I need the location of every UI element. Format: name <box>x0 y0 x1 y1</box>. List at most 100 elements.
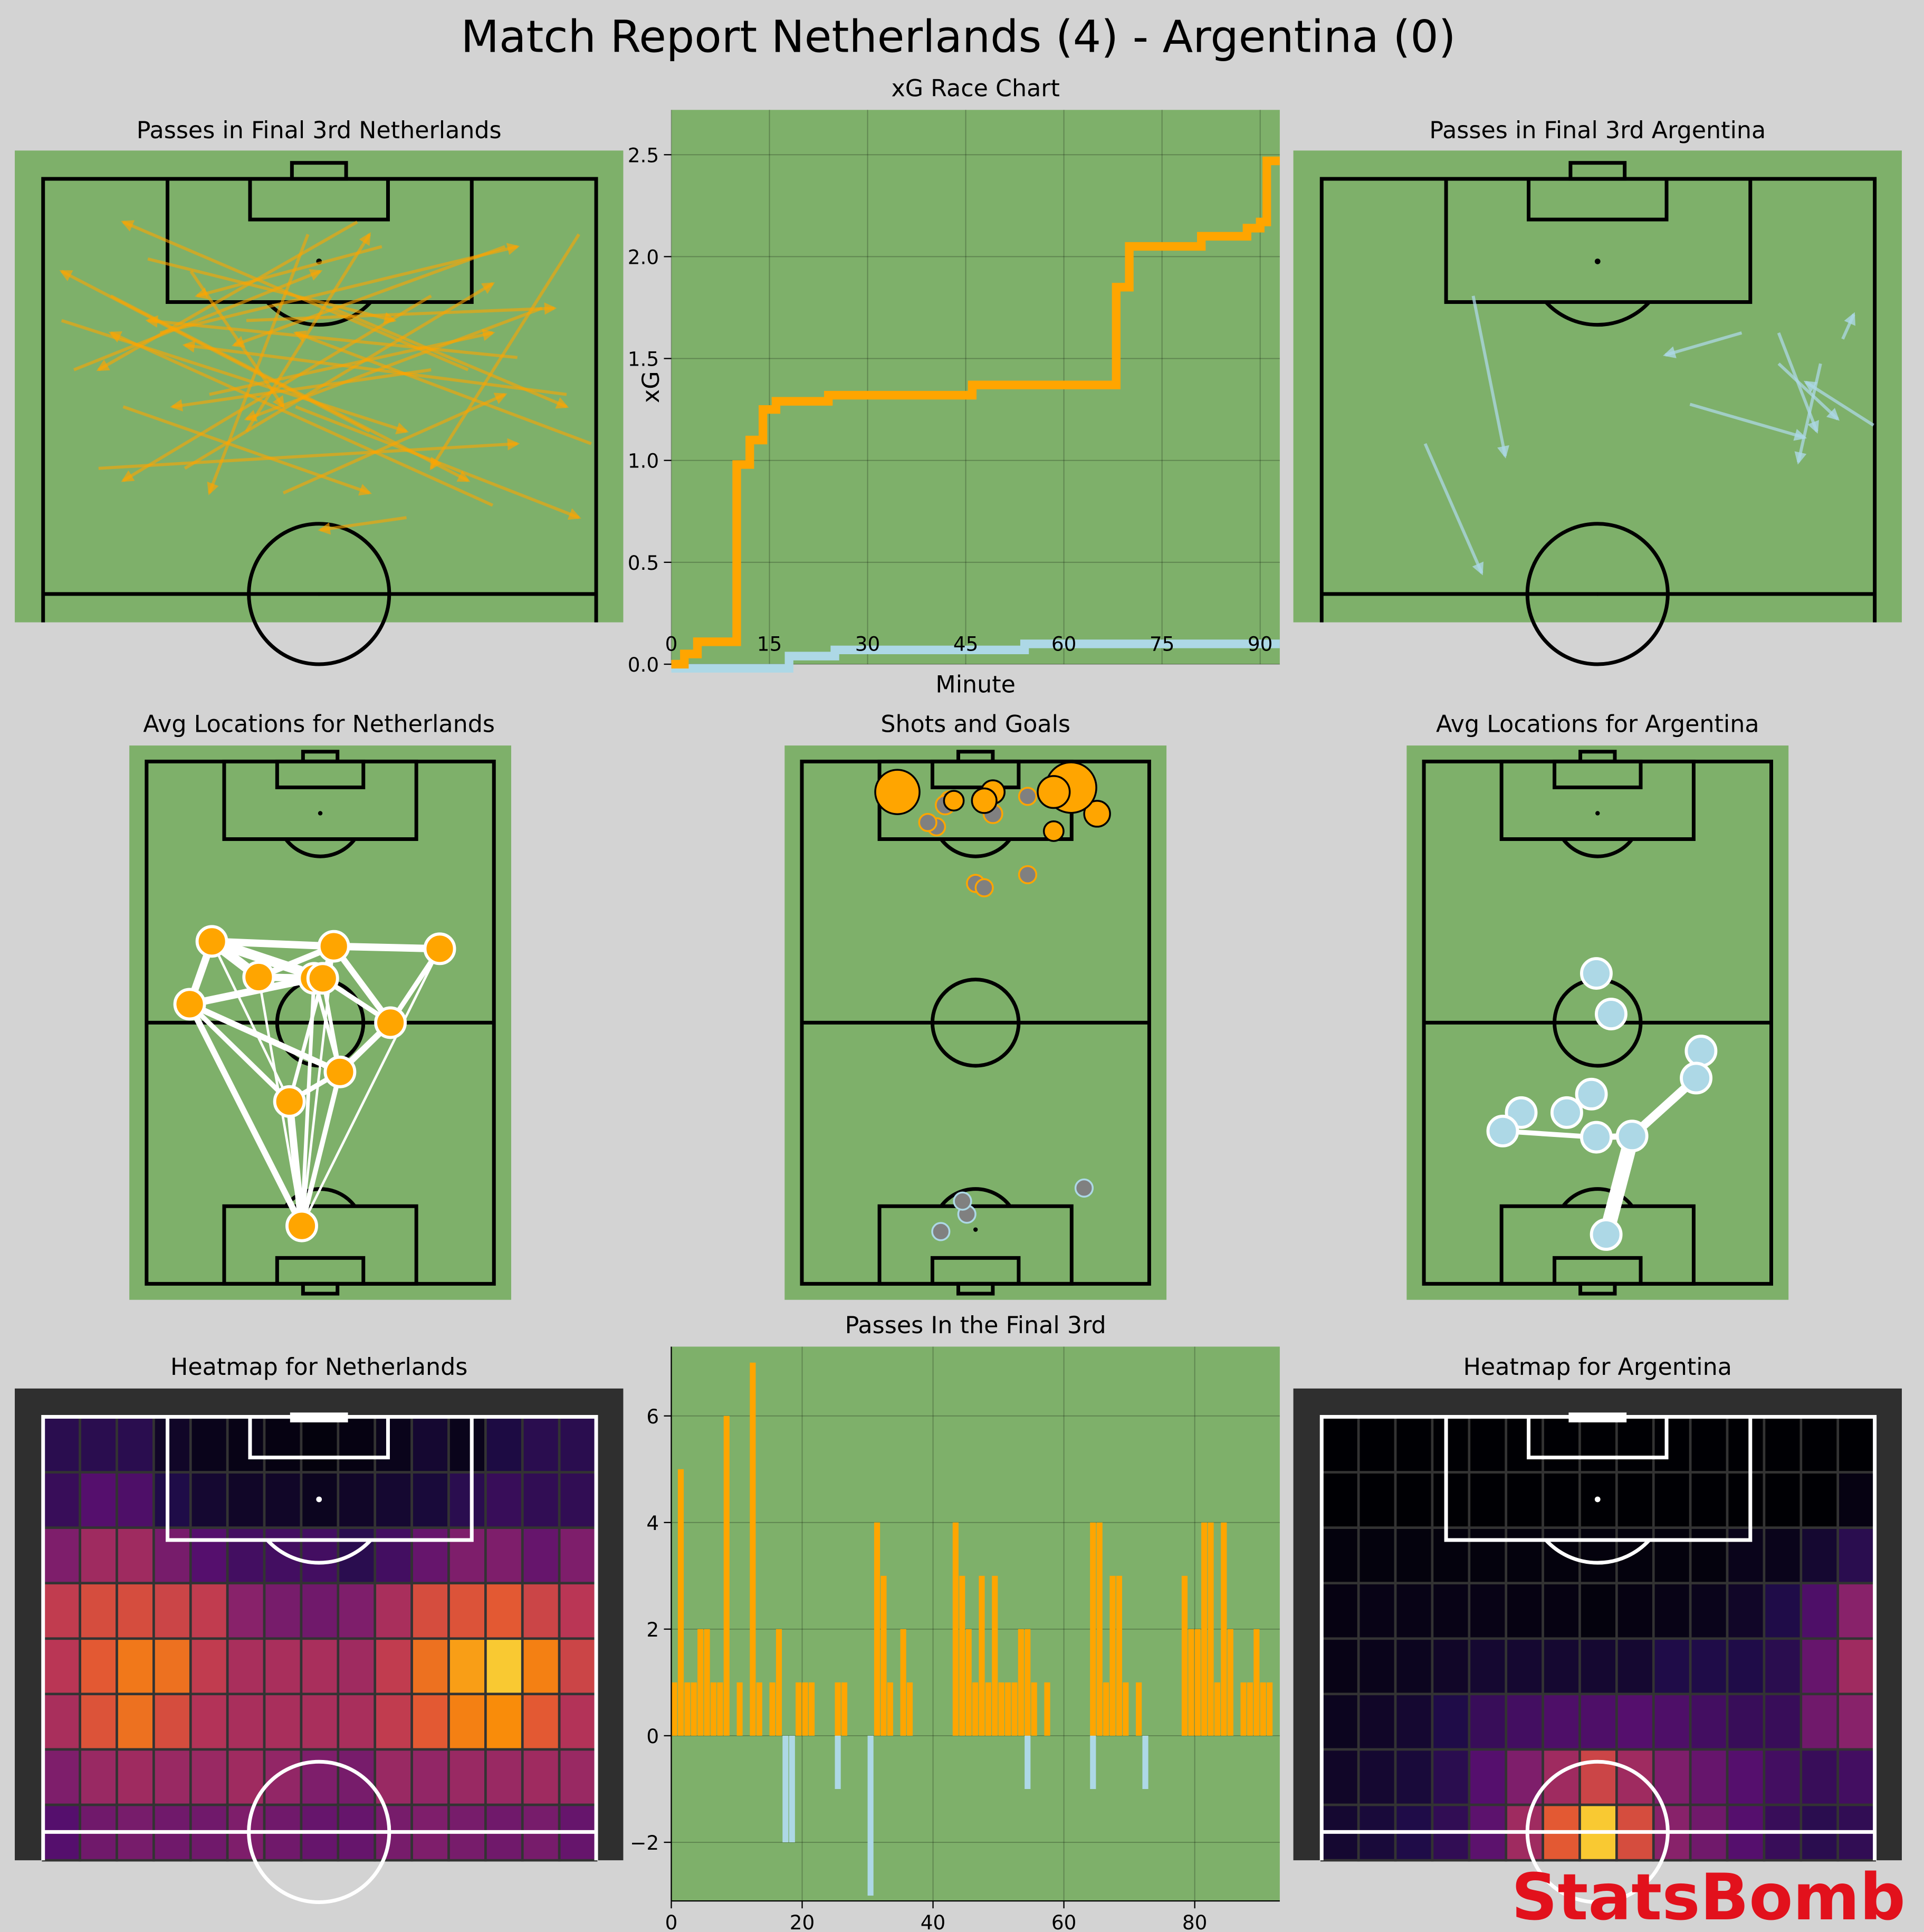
heatmap-cell <box>189 1582 229 1640</box>
heatmap-cell <box>410 1415 450 1474</box>
heatmap-cell <box>1689 1471 1729 1529</box>
bar <box>1109 1575 1116 1736</box>
heatmap-cell <box>189 1637 229 1696</box>
y-tick-label: 1.0 <box>628 449 659 473</box>
heatmap-cell <box>521 1471 561 1529</box>
y-tick-label: 0.5 <box>628 551 659 575</box>
heatmap-cell <box>1578 1582 1618 1640</box>
heatmap-cells-netherlands <box>42 1415 598 1862</box>
goal-marker <box>943 790 965 812</box>
bar <box>1136 1682 1142 1736</box>
heatmap-cell <box>116 1582 155 1640</box>
heatmap-cell <box>116 1748 155 1806</box>
heatmap-cell <box>1799 1748 1840 1806</box>
xg-line <box>671 639 1280 673</box>
pass-link <box>186 1001 343 1075</box>
goal-marker <box>1037 775 1071 809</box>
goal-marker <box>971 787 998 814</box>
bar <box>717 1682 723 1736</box>
heatmap-cell <box>1836 1526 1876 1585</box>
bar <box>776 1629 782 1736</box>
bar <box>1031 1682 1037 1736</box>
heatmap-cell <box>1652 1471 1692 1529</box>
heatmap-cell <box>1652 1526 1692 1585</box>
pass-arrow <box>98 438 520 470</box>
bar <box>841 1682 848 1736</box>
heatmap-cell <box>447 1526 487 1585</box>
avg-ned-title: Avg Locations for Netherlands <box>143 711 495 738</box>
heatmap-cell <box>558 1471 598 1529</box>
heatmap-cell <box>1542 1582 1581 1640</box>
x-tick-label: 60 <box>1051 632 1077 655</box>
heatmap-cell <box>374 1582 413 1640</box>
heatmap-cell <box>337 1748 377 1806</box>
x-tick-label: 0 <box>665 1911 678 1932</box>
heatmap-cell <box>1357 1526 1397 1585</box>
heatmap-cell <box>1505 1637 1544 1696</box>
player-node <box>173 988 206 1021</box>
heatmap-cell <box>410 1471 450 1529</box>
heatmap-cell <box>226 1526 266 1585</box>
heatmap-cell <box>484 1748 524 1806</box>
bar <box>906 1682 913 1736</box>
heatmap-cell <box>1689 1582 1729 1640</box>
shot-marker <box>931 1222 951 1241</box>
bar <box>1044 1682 1050 1736</box>
heatmap-cell <box>1394 1415 1434 1474</box>
heatmap-cell <box>1763 1692 1803 1751</box>
pass-arrow <box>232 245 506 348</box>
heatmap-cell <box>300 1748 340 1806</box>
bar <box>1090 1735 1096 1789</box>
heatmap-cell <box>410 1526 450 1585</box>
heatmap-cell <box>1468 1748 1508 1806</box>
pass-network-netherlands <box>173 925 456 1242</box>
bar <box>1267 1682 1273 1736</box>
heatmap-cell <box>1357 1471 1397 1529</box>
player-node <box>1590 1218 1623 1251</box>
bar <box>1004 1682 1011 1736</box>
bar <box>1011 1682 1018 1736</box>
penalty-spot <box>316 1496 322 1503</box>
heatmap-cell <box>1542 1471 1581 1529</box>
heatmap-cell <box>300 1692 340 1751</box>
xg-ticks: 0 15 30 45 60 75 90 0.0 0.5 1.0 1.5 2.0 2.5 <box>628 144 1273 676</box>
shot-markers <box>874 761 1111 1241</box>
heatmap-cell <box>79 1692 118 1751</box>
heatmap-cell <box>1431 1471 1471 1529</box>
pass-link <box>285 1097 306 1230</box>
heatmap-cell <box>189 1748 229 1806</box>
heatmap-cell <box>1394 1526 1434 1585</box>
shot-marker <box>1018 787 1038 806</box>
heatmap-cell <box>447 1748 487 1806</box>
heatmap-cell <box>1542 1526 1581 1585</box>
heatmap-cell <box>152 1692 192 1751</box>
pass-link <box>299 1069 343 1229</box>
pass-arrow <box>108 331 494 507</box>
heatmap-cell <box>1763 1471 1803 1529</box>
heatmap-cell <box>1836 1692 1876 1751</box>
heatmap-cell <box>1652 1637 1692 1696</box>
pass-arrow <box>1689 403 1807 441</box>
heatmap-cell <box>1357 1582 1397 1640</box>
penalty-spot <box>973 1227 978 1232</box>
heatmap-cell <box>410 1692 450 1751</box>
player-node <box>1684 1035 1718 1068</box>
bar <box>1181 1575 1188 1736</box>
pass-link <box>1598 1128 1640 1242</box>
bar <box>750 1362 756 1736</box>
heatmap-cell <box>1431 1692 1471 1751</box>
heatmap-cell <box>447 1415 487 1474</box>
pass-arrow <box>145 315 518 359</box>
heatmap-cell <box>374 1526 413 1585</box>
pass-arrow <box>1841 312 1855 340</box>
heatmap-cell <box>116 1415 155 1474</box>
bar <box>1194 1629 1201 1736</box>
bar <box>1247 1682 1253 1736</box>
x-tick-label: 45 <box>953 632 979 655</box>
heatmap-cell <box>558 1637 598 1696</box>
pass-link <box>330 942 444 953</box>
pass-link <box>208 938 338 950</box>
heatmap-cell <box>484 1637 524 1696</box>
heatmap-cell <box>1726 1526 1766 1585</box>
heatmap-cell <box>484 1526 524 1585</box>
